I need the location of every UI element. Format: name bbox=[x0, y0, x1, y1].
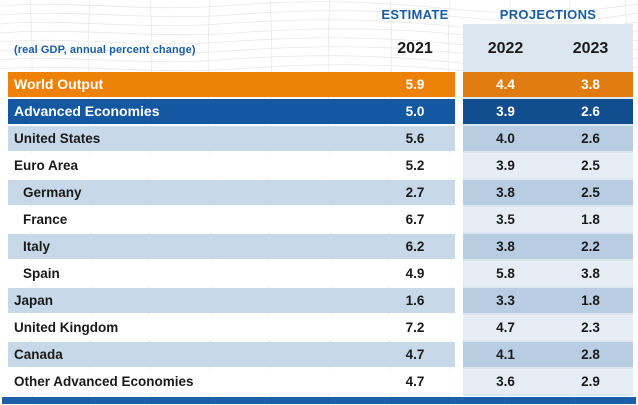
column-gap bbox=[455, 72, 463, 97]
value-2023: 1.8 bbox=[548, 207, 633, 232]
row-label: Advanced Economies bbox=[8, 99, 375, 124]
value-2021: 6.7 bbox=[375, 207, 455, 232]
value-2021: 7.2 bbox=[375, 315, 455, 340]
year-header-2022: 2022 bbox=[487, 40, 524, 57]
row-label: Canada bbox=[8, 342, 375, 367]
value-2023: 2.5 bbox=[548, 180, 633, 205]
table-row: Japan 1.6 3.3 1.8 bbox=[8, 288, 633, 313]
table-caption: (real GDP, annual percent change) bbox=[14, 44, 196, 56]
column-gap bbox=[455, 126, 463, 151]
row-label: Japan bbox=[8, 288, 375, 313]
value-2021: 5.9 bbox=[375, 72, 455, 97]
table-row: World Output 5.9 4.4 3.8 bbox=[8, 72, 633, 97]
value-2023: 2.9 bbox=[548, 369, 633, 394]
table-row: Advanced Economies 5.0 3.9 2.6 bbox=[8, 99, 633, 124]
column-gap bbox=[455, 180, 463, 205]
value-2022: 5.8 bbox=[463, 261, 548, 286]
table-row: France 6.7 3.5 1.8 bbox=[8, 207, 633, 232]
value-2021: 5.0 bbox=[375, 99, 455, 124]
year-header-2021: 2021 bbox=[397, 40, 433, 57]
value-2022: 3.3 bbox=[463, 288, 548, 313]
projections-column-header: PROJECTIONS bbox=[499, 7, 597, 22]
value-2022: 4.4 bbox=[463, 72, 548, 97]
table-row: Canada 4.7 4.1 2.8 bbox=[8, 342, 633, 367]
column-gap bbox=[455, 315, 463, 340]
value-2023: 3.8 bbox=[548, 72, 633, 97]
value-2022: 4.0 bbox=[463, 126, 548, 151]
table-row: United Kingdom 7.2 4.7 2.3 bbox=[8, 315, 633, 340]
value-2022: 3.6 bbox=[463, 369, 548, 394]
value-2023: 1.8 bbox=[548, 288, 633, 313]
value-2023: 2.6 bbox=[548, 99, 633, 124]
table-row: Germany 2.7 3.8 2.5 bbox=[8, 180, 633, 205]
bottom-rule bbox=[2, 397, 636, 404]
value-2021: 2.7 bbox=[375, 180, 455, 205]
table-row: Other Advanced Economies 4.7 3.6 2.9 bbox=[8, 369, 633, 394]
value-2023: 2.8 bbox=[548, 342, 633, 367]
value-2023: 2.2 bbox=[548, 234, 633, 259]
row-label: Germany bbox=[8, 180, 375, 205]
row-label: Italy bbox=[8, 234, 375, 259]
row-label: United Kingdom bbox=[8, 315, 375, 340]
table-row: Italy 6.2 3.8 2.2 bbox=[8, 234, 633, 259]
table-body: World Output 5.9 4.4 3.8 Advanced Econom… bbox=[8, 72, 633, 396]
column-gap bbox=[455, 153, 463, 178]
column-gap bbox=[455, 288, 463, 313]
value-2022: 4.7 bbox=[463, 315, 548, 340]
value-2021: 5.6 bbox=[375, 126, 455, 151]
row-label: United States bbox=[8, 126, 375, 151]
row-label: France bbox=[8, 207, 375, 232]
value-2023: 2.3 bbox=[548, 315, 633, 340]
value-2022: 3.9 bbox=[463, 99, 548, 124]
value-2021: 4.7 bbox=[375, 369, 455, 394]
table-row: Euro Area 5.2 3.9 2.5 bbox=[8, 153, 633, 178]
row-label: Spain bbox=[8, 261, 375, 286]
value-2022: 4.1 bbox=[463, 342, 548, 367]
table-row: United States 5.6 4.0 2.6 bbox=[8, 126, 633, 151]
value-2023: 3.8 bbox=[548, 261, 633, 286]
value-2022: 3.5 bbox=[463, 207, 548, 232]
column-gap bbox=[455, 207, 463, 232]
value-2021: 5.2 bbox=[375, 153, 455, 178]
value-2021: 4.9 bbox=[375, 261, 455, 286]
row-label: Other Advanced Economies bbox=[8, 369, 375, 394]
column-gap bbox=[455, 234, 463, 259]
year-header-2023: 2023 bbox=[572, 40, 609, 57]
column-gap bbox=[455, 99, 463, 124]
value-2021: 4.7 bbox=[375, 342, 455, 367]
value-2023: 2.6 bbox=[548, 126, 633, 151]
row-label: World Output bbox=[8, 72, 375, 97]
value-2021: 1.6 bbox=[375, 288, 455, 313]
value-2022: 3.8 bbox=[463, 234, 548, 259]
row-label: Euro Area bbox=[8, 153, 375, 178]
value-2022: 3.9 bbox=[463, 153, 548, 178]
column-gap bbox=[455, 342, 463, 367]
column-gap bbox=[455, 261, 463, 286]
table-row: Spain 4.9 5.8 3.8 bbox=[8, 261, 633, 286]
value-2021: 6.2 bbox=[375, 234, 455, 259]
estimate-column-header: ESTIMATE bbox=[381, 7, 449, 22]
column-gap bbox=[455, 369, 463, 394]
value-2022: 3.8 bbox=[463, 180, 548, 205]
value-2023: 2.5 bbox=[548, 153, 633, 178]
